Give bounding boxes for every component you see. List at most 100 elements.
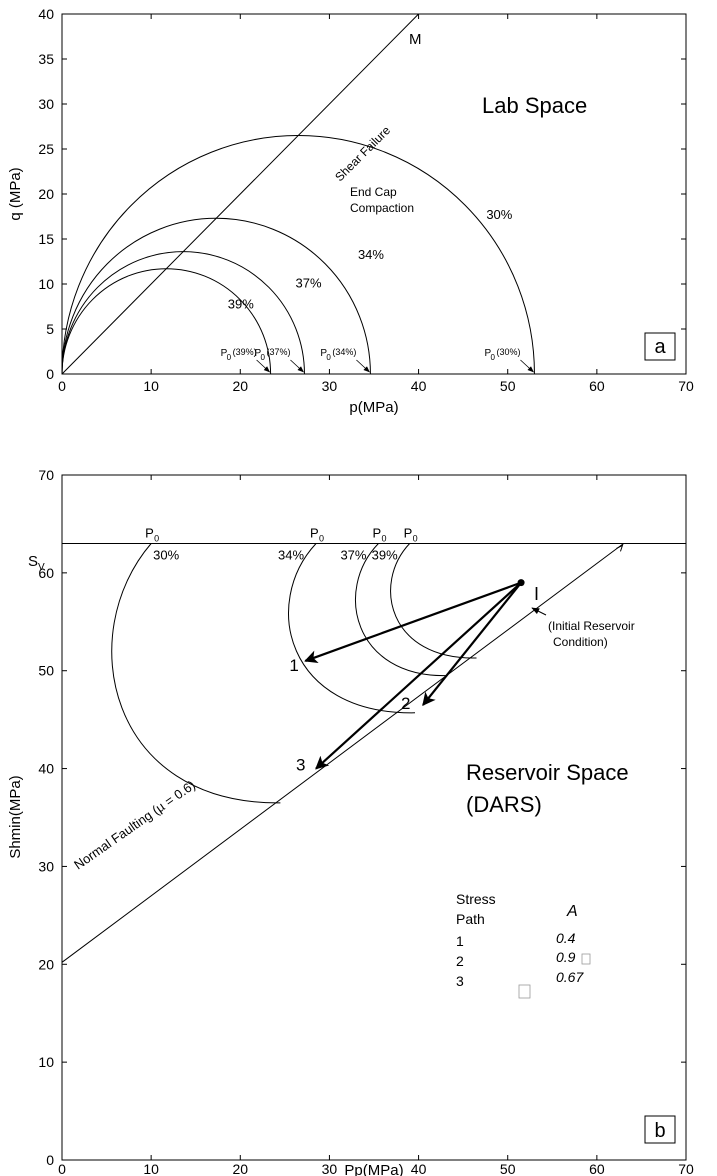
p0-annotation: P 0(39%) — [221, 347, 271, 373]
table-path-2: 2 — [456, 953, 464, 969]
p0-sub-b: 0 — [381, 534, 386, 544]
x-tick-label-a: 20 — [232, 378, 248, 394]
initial-condition-label-1: (Initial Reservoir — [548, 619, 635, 633]
x-axis-label-a: p(MPa) — [349, 399, 398, 416]
table-path-1: 1 — [456, 933, 464, 949]
stress-path-label: 1 — [289, 656, 298, 675]
p0-annotation: P 0(34%) — [320, 347, 370, 373]
x-tick-label-b: 50 — [500, 1161, 516, 1176]
p0-letter: P — [320, 348, 327, 359]
table-a-3: 0.67 — [556, 969, 584, 985]
faulting-arrowhead — [616, 544, 624, 552]
end-cap-curve-b — [288, 543, 416, 714]
p0-annotation-b: P 0 39% — [372, 526, 418, 563]
panel-label-a: a — [654, 336, 666, 358]
p0-annotation: P 0(37%) — [254, 347, 304, 373]
p0-pointer — [290, 359, 304, 373]
porosity-label: 37% — [296, 276, 322, 291]
end-cap-curve — [61, 268, 272, 375]
y-tick-label-b: 40 — [38, 761, 54, 777]
table-a-2: 0.9 — [556, 949, 576, 965]
p0-sub: 0 — [227, 353, 232, 362]
p0-porosity: (34%) — [332, 347, 356, 357]
x-tick-label-a: 60 — [589, 378, 605, 394]
p0-porosity: (39%) — [233, 347, 257, 357]
p0-letter: P — [221, 348, 228, 359]
stress-path-label: 2 — [401, 694, 410, 713]
p0-sub: 0 — [490, 353, 495, 362]
porosity-label: 30% — [486, 207, 512, 222]
stress-path-table: Stress Path A 1 0.4 2 0.9 3 0.67 — [456, 891, 591, 999]
p0-porosity: (30%) — [496, 347, 520, 357]
y-tick-label-a: 40 — [38, 6, 54, 22]
y-axis-label-a: q (MPa) — [7, 167, 24, 220]
panel-label-a-box: a — [644, 332, 676, 361]
p0-pointer — [520, 359, 534, 373]
end-cap-curve-b — [355, 543, 448, 677]
m-label: M — [409, 31, 422, 48]
initial-condition-point — [517, 579, 525, 587]
porosity-label: 34% — [358, 247, 384, 262]
p0-letter: P — [254, 348, 261, 359]
porosity-label-b: 30% — [153, 548, 179, 563]
x-tick-label-a: 0 — [58, 378, 66, 394]
y-tick-label-a: 35 — [38, 51, 54, 67]
x-tick-label-a: 70 — [678, 378, 694, 394]
p0-sub: 0 — [260, 353, 265, 362]
stress-path-label: 3 — [296, 756, 305, 775]
p0-letter-b: P — [310, 526, 319, 541]
y-tick-label-b: 30 — [38, 858, 54, 874]
p0-annotation-b: P 0 37% — [340, 526, 386, 563]
initial-condition-pointer — [531, 607, 547, 616]
panel-label-b: b — [654, 1120, 665, 1142]
p0-pointer — [256, 359, 271, 373]
lab-space-label: Lab Space — [482, 93, 587, 118]
p0-sub: 0 — [326, 353, 331, 362]
y-tick-label-a: 5 — [46, 321, 54, 337]
x-tick-label-b: 20 — [232, 1161, 248, 1176]
p0-letter-b: P — [404, 526, 413, 541]
end-cap-curve — [61, 135, 535, 375]
dars-label: (DARS) — [466, 792, 542, 817]
x-tick-label-b: 70 — [678, 1161, 694, 1176]
table-glyph-box-1 — [581, 953, 591, 965]
y-tick-label-a: 20 — [38, 186, 54, 202]
table-path-3: 3 — [456, 973, 464, 989]
reservoir-space-label: Reservoir Space — [466, 760, 629, 785]
x-tick-label-a: 10 — [143, 378, 159, 394]
end-cap-label: End Cap — [350, 185, 397, 199]
p0-annotation: P 0(30%) — [484, 347, 534, 373]
p0-letter-b: P — [145, 526, 154, 541]
x-axis-label-b: Pp(MPa) — [344, 1162, 403, 1176]
y-tick-label-b: 50 — [38, 663, 54, 679]
y-tick-label-a: 25 — [38, 141, 54, 157]
shear-failure-label: Shear Failure — [332, 123, 393, 184]
initial-condition-label-2: Condition) — [553, 635, 608, 649]
y-tick-label-b: 0 — [46, 1152, 54, 1168]
p0-pointer — [356, 359, 370, 373]
stress-path-arrow — [315, 581, 522, 770]
porosity-label-b: 39% — [372, 548, 398, 563]
sv-label-sub: V — [38, 562, 45, 573]
table-glyph-box-2 — [518, 984, 531, 999]
p0-annotation-b: P 0 30% — [145, 526, 179, 563]
faulting-label: Normal Faulting (µ = 0.6) — [71, 777, 198, 872]
table-a-1: 0.4 — [556, 930, 576, 946]
y-tick-label-a: 0 — [46, 366, 54, 382]
y-tick-label-b: 60 — [38, 565, 54, 581]
x-tick-label-b: 30 — [322, 1161, 338, 1176]
table-header-a: A — [566, 903, 578, 920]
y-tick-label-b: 10 — [38, 1054, 54, 1070]
normal-faulting-line — [61, 543, 624, 963]
x-tick-label-b: 0 — [58, 1161, 66, 1176]
end-cap-curve-b — [111, 543, 281, 804]
plot-frame-b — [61, 474, 687, 1161]
p0-porosity: (37%) — [266, 347, 290, 357]
shear-failure-line — [61, 13, 419, 375]
sv-label: S V — [28, 553, 45, 573]
table-header-path: Path — [456, 911, 485, 927]
p0-sub-b: 0 — [154, 534, 159, 544]
y-tick-label-a: 15 — [38, 231, 54, 247]
